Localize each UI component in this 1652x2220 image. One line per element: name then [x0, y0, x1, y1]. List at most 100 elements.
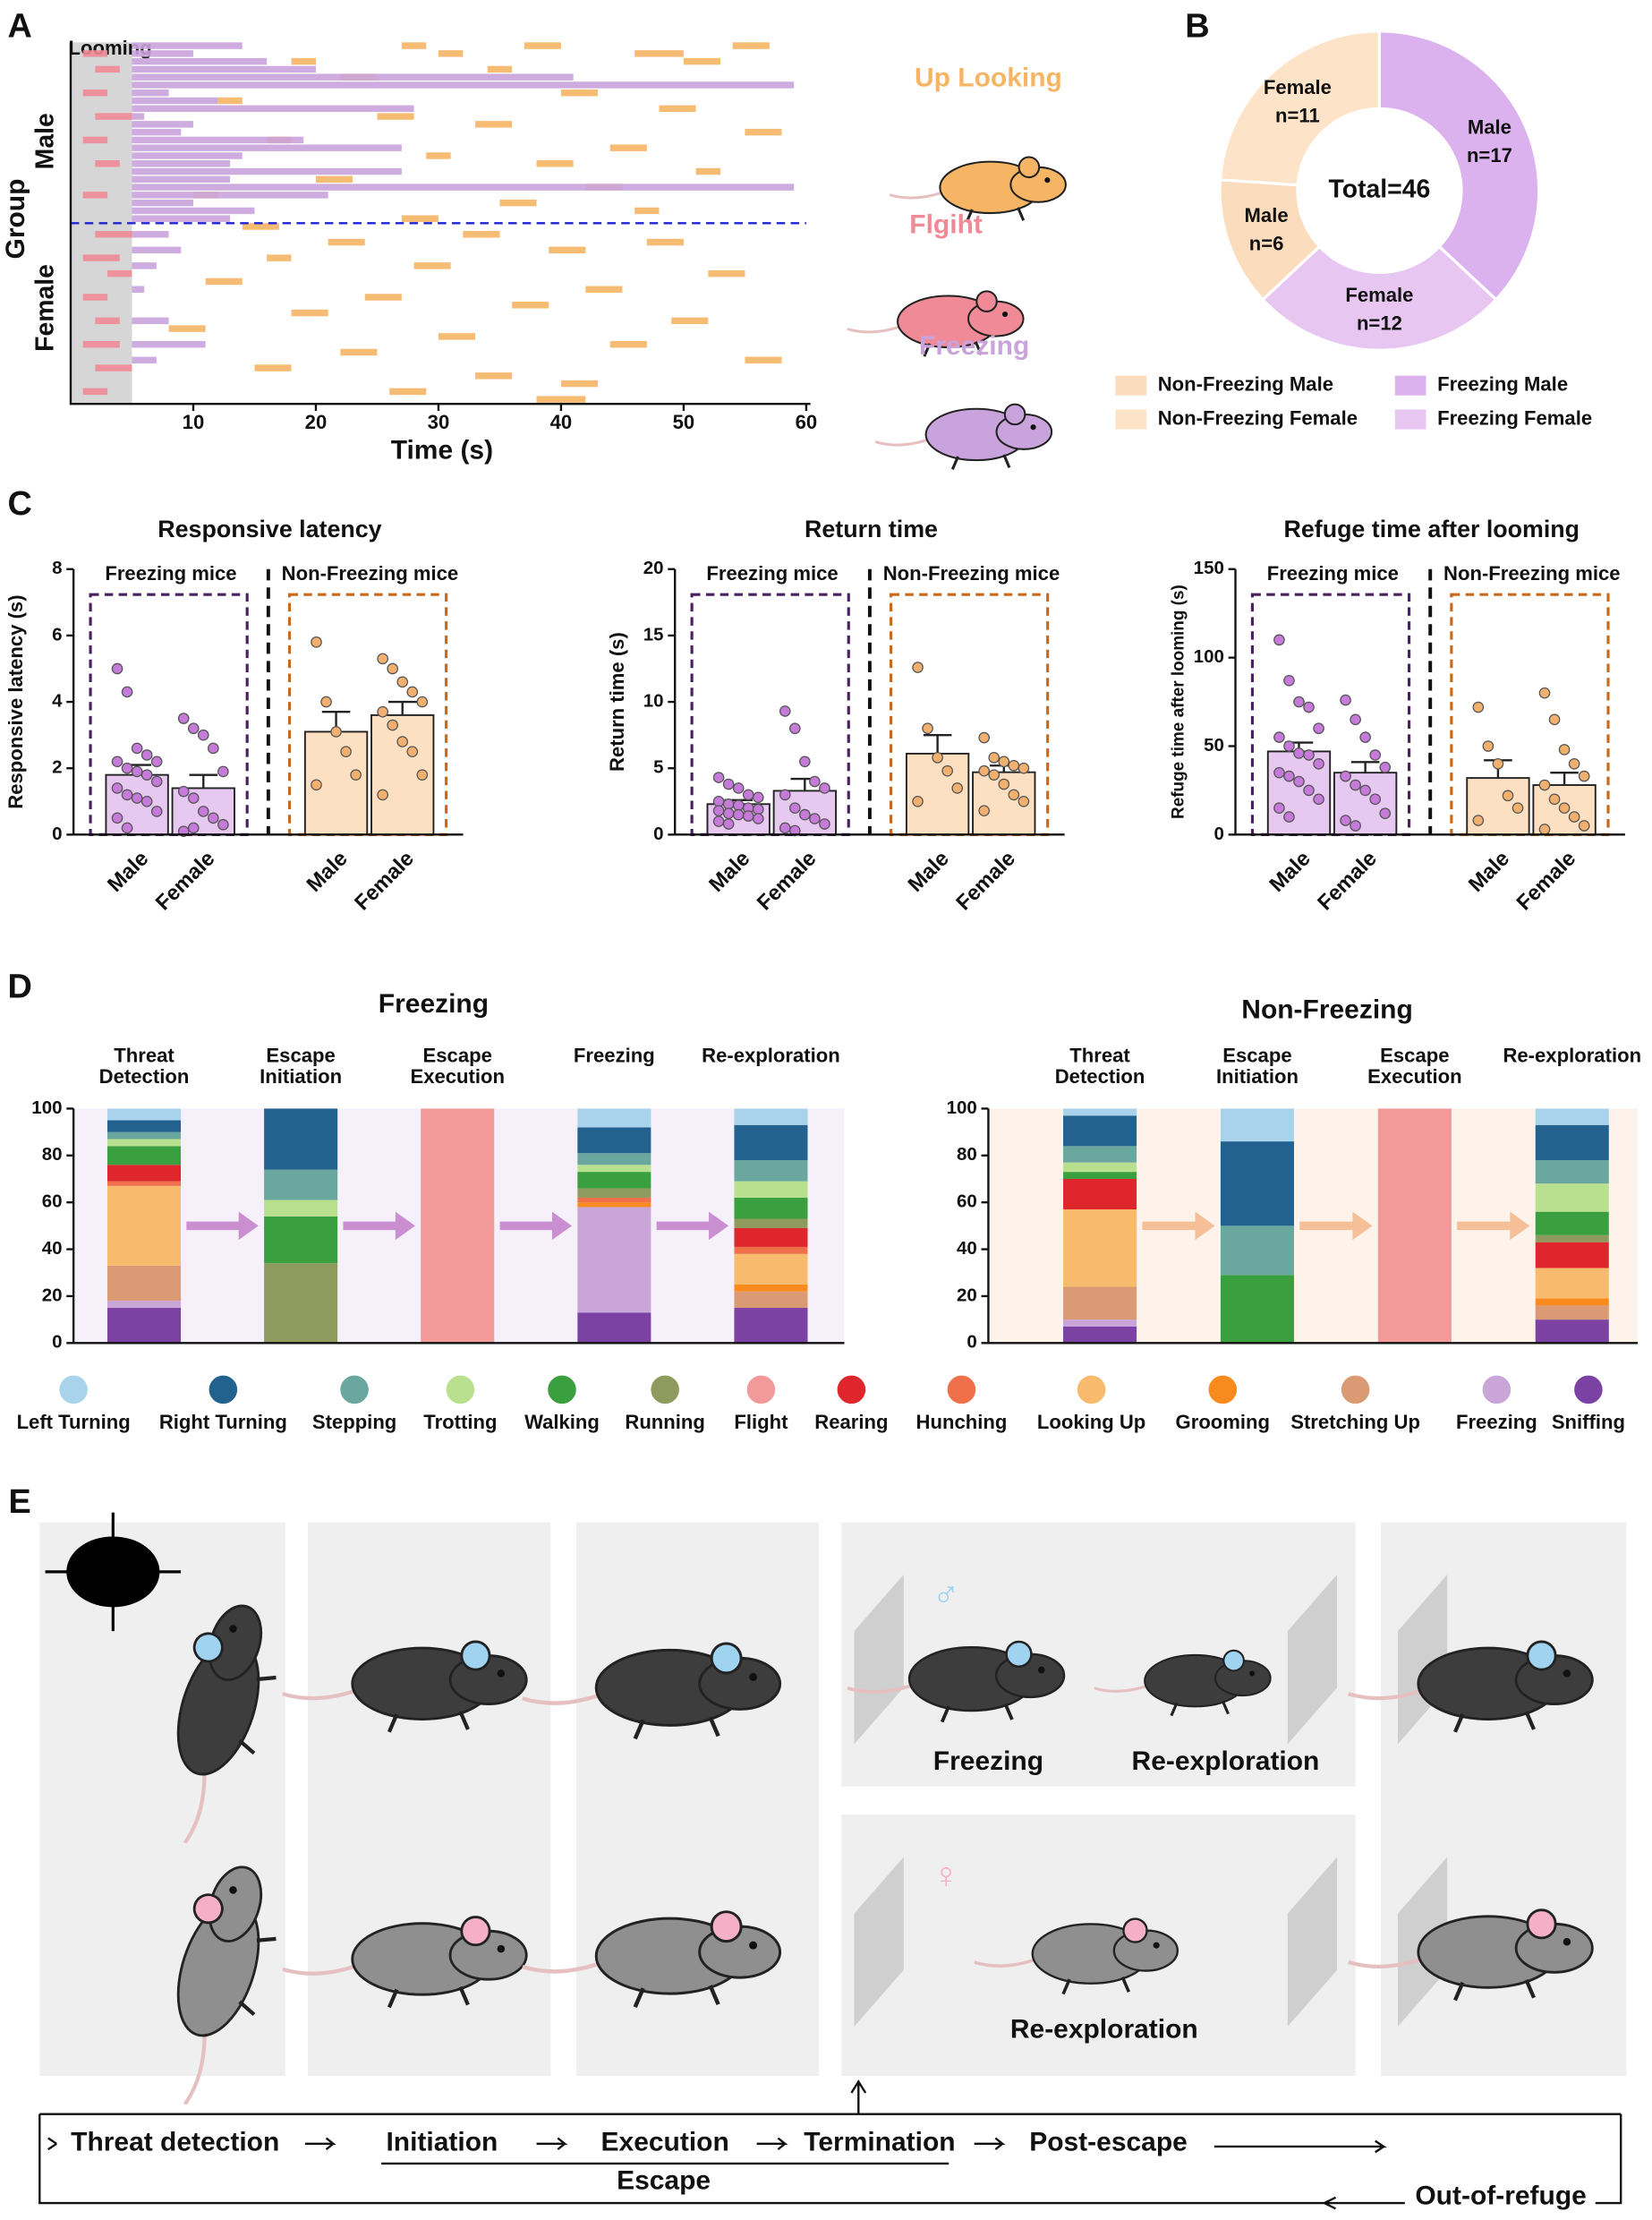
behavior-segment — [401, 42, 427, 49]
y-tick-label: 0 — [1213, 824, 1223, 844]
data-point — [1548, 793, 1561, 806]
stage-arrow-head — [551, 1211, 573, 1241]
stack-segment — [1535, 1124, 1609, 1161]
group-label: Male — [31, 113, 60, 169]
behavior-segment — [377, 113, 414, 120]
flow-label: Initiation — [386, 2128, 498, 2157]
data-point — [712, 772, 725, 783]
chart-title: Freezing — [379, 989, 489, 1019]
behavior-segment — [82, 50, 108, 57]
flow-label: Execution — [601, 2128, 729, 2157]
stage-label: Threat Detection — [98, 1045, 190, 1088]
data-point — [131, 792, 143, 804]
data-point — [187, 822, 200, 834]
behavior-segment — [549, 246, 586, 254]
stack-segment — [734, 1160, 808, 1182]
y-axis-title: Responsive latency (s) — [4, 594, 27, 808]
data-point — [722, 798, 735, 810]
x-tick-label: 50 — [673, 411, 695, 433]
data-point — [197, 806, 209, 817]
stack-segment — [1535, 1319, 1609, 1344]
behavior-segment — [646, 238, 684, 246]
data-point — [819, 782, 830, 794]
behavior-segment — [609, 340, 647, 348]
chart-title: Responsive latency — [158, 516, 381, 542]
group-label: Freezing mice — [706, 562, 838, 585]
stack-segment — [734, 1246, 808, 1254]
data-point — [978, 805, 991, 816]
behavior-segment — [609, 144, 647, 151]
stack-segment — [1063, 1172, 1137, 1179]
group-label: Freezing mice — [1267, 562, 1399, 585]
stack-segment — [734, 1197, 808, 1219]
stage-label-box: Threat Detection — [98, 1045, 190, 1088]
x-tick-label: 30 — [428, 411, 450, 433]
chart-title: Refuge time after looming — [1284, 516, 1580, 542]
stack-segment — [1063, 1178, 1137, 1210]
data-point — [187, 722, 200, 735]
behavior-segment — [132, 231, 169, 238]
data-point — [1313, 757, 1324, 770]
legend-label: Freezing Female — [1437, 406, 1592, 429]
y-tick-label: 80 — [42, 1144, 63, 1165]
data-point — [396, 676, 409, 688]
data-point — [406, 746, 419, 757]
group-box — [287, 593, 448, 836]
behavior-segment — [132, 340, 206, 348]
data-point — [752, 803, 764, 815]
legend-label: Freezing — [919, 331, 1029, 361]
behavior-segment — [217, 97, 243, 105]
behavior-segment — [328, 238, 365, 246]
data-point — [177, 785, 190, 798]
panel-label: C — [8, 485, 32, 523]
behavior-segment — [426, 152, 451, 159]
error-bar — [189, 773, 218, 789]
x-tick-label: Male — [104, 847, 154, 897]
stack-segment — [106, 1131, 182, 1140]
data-point — [1568, 811, 1580, 823]
legend-label: Non-Freezing Female — [1158, 406, 1358, 429]
behavior-segment — [95, 113, 132, 120]
behavior-segment — [585, 286, 623, 293]
data-point — [1538, 779, 1551, 791]
data-point — [779, 789, 791, 801]
behavior-segment — [512, 302, 549, 309]
legend-label: Trotting — [423, 1411, 497, 1433]
stack-segment — [1220, 1225, 1294, 1276]
data-point — [377, 705, 388, 718]
data-point — [1492, 757, 1504, 770]
stack-segment — [1220, 1275, 1294, 1344]
behavior-segment — [132, 136, 304, 144]
behavior-segment — [413, 262, 451, 269]
behavior-segment — [95, 317, 120, 325]
stack-segment — [1535, 1211, 1609, 1235]
data-point — [951, 782, 964, 794]
behavior-segment — [475, 121, 513, 128]
behavior-segment — [132, 65, 316, 73]
data-point — [1008, 759, 1020, 772]
slice-label: Female — [1345, 284, 1413, 306]
data-point — [752, 813, 764, 824]
stack-segment — [734, 1253, 808, 1285]
group-label: Female — [31, 264, 60, 352]
legend-label: Right Turning — [159, 1411, 287, 1433]
legend-swatch — [1115, 375, 1147, 396]
axis — [69, 42, 811, 406]
behavior-segment — [659, 105, 696, 113]
data-point — [150, 756, 163, 768]
chart-title: Return time — [805, 516, 938, 542]
data-point — [998, 778, 1010, 790]
data-point — [1472, 701, 1485, 713]
data-point — [941, 764, 953, 777]
stack-segment — [577, 1202, 651, 1208]
stage-label: Threat Detection — [1054, 1045, 1145, 1088]
data-point — [150, 806, 163, 817]
data-point — [1538, 687, 1551, 699]
behavior-segment — [364, 294, 402, 301]
group-box — [89, 593, 249, 836]
stage-label-box: Freezing — [574, 1045, 655, 1065]
stack-segment — [1063, 1319, 1137, 1327]
stack-segment — [1535, 1183, 1609, 1212]
